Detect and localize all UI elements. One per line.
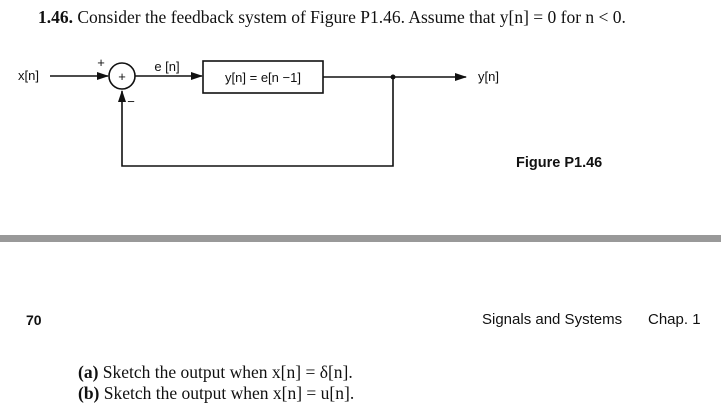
part-b-label: (b) — [78, 383, 99, 403]
part-a: (a) Sketch the output when x[n] = δ[n]. — [78, 362, 354, 383]
feedback-block-diagram: x[n] + + − e [n] y[n] = e[n −1] y[n] — [0, 0, 721, 235]
part-b: (b) Sketch the output when x[n] = u[n]. — [78, 383, 354, 404]
part-a-text: Sketch the output when x[n] = δ[n]. — [103, 362, 353, 382]
minus-sign: − — [127, 94, 135, 109]
figure-caption: Figure P1.46 — [516, 155, 602, 171]
part-a-label: (a) — [78, 362, 98, 382]
output-label: y[n] — [478, 69, 499, 84]
page-number: 70 — [26, 312, 42, 328]
input-label: x[n] — [18, 68, 39, 83]
subparts: (a) Sketch the output when x[n] = δ[n]. … — [78, 362, 354, 404]
chapter-label: Chap. 1 — [648, 311, 701, 328]
page-divider — [0, 235, 721, 242]
error-label: e [n] — [154, 59, 179, 74]
part-b-text: Sketch the output when x[n] = u[n]. — [104, 383, 354, 403]
adder-symbol: + — [118, 69, 126, 84]
running-head: Signals and Systems — [482, 311, 622, 328]
delay-block-label: y[n] = e[n −1] — [225, 70, 301, 85]
plus-sign: + — [97, 55, 105, 70]
